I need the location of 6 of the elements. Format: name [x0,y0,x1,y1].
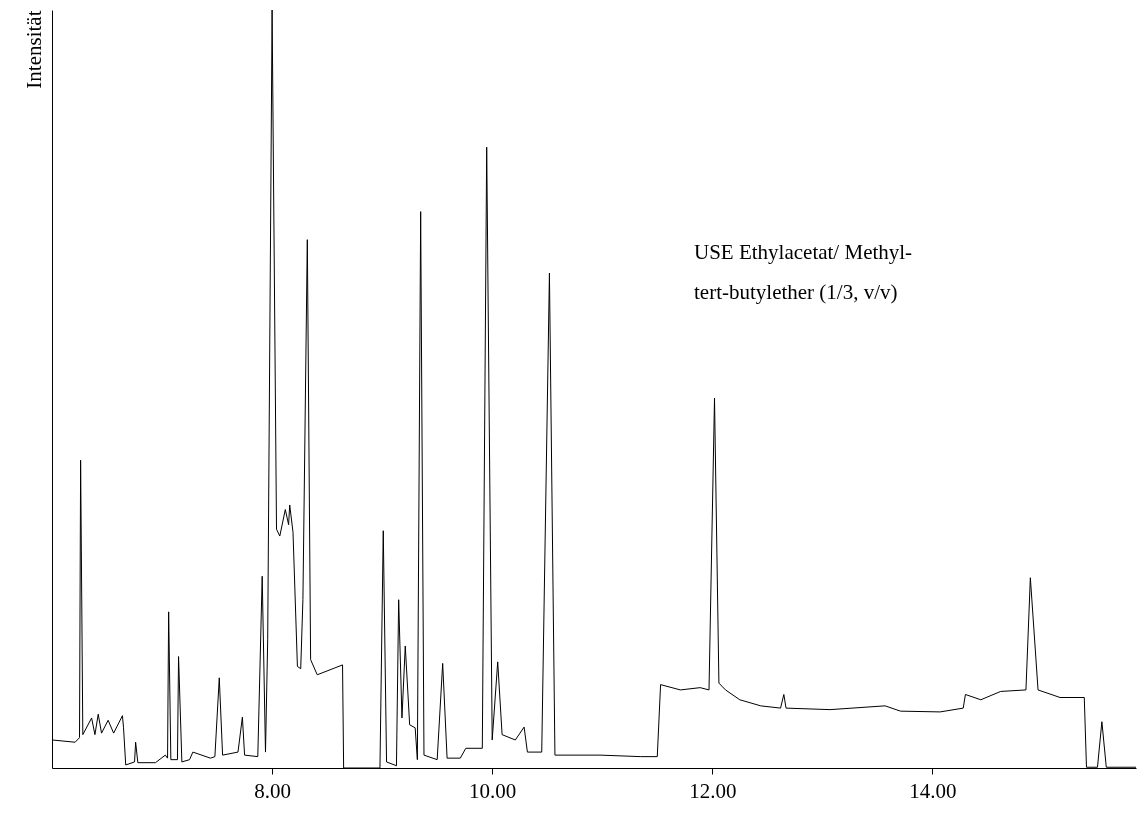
x-tick-label: 12.00 [689,778,737,803]
annotation: USE Ethylacetat/ Methyl- tert-butylether (1/3, v/v) [694,240,913,304]
x-tick-label: 14.00 [909,778,957,803]
x-tick-label: 10.00 [469,778,517,803]
y-axis-title: Intensität [21,10,46,89]
x-tick-label: 8.00 [254,778,291,803]
